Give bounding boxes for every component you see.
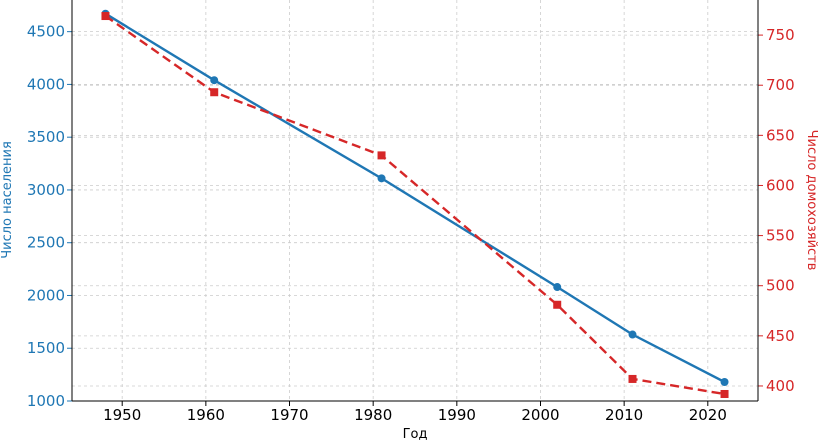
y-right-tick-label: 450 xyxy=(766,327,795,345)
y-axis-left-label: Число населения xyxy=(0,141,15,259)
tick-labels: 1950 1960 1970 1980 1990 2000 2010 2020 1000 1500… xyxy=(27,23,795,424)
x-tick-label: 1970 xyxy=(270,406,308,424)
data-point xyxy=(377,151,386,160)
x-tick-label: 1980 xyxy=(354,406,392,424)
y-right-tick-label: 500 xyxy=(766,277,795,295)
y-left-tick-label: 4500 xyxy=(27,23,65,41)
y-left-tick-label: 1000 xyxy=(27,392,65,410)
y-left-tick-label: 1500 xyxy=(27,339,65,357)
y-left-tick-label: 4000 xyxy=(27,75,65,93)
x-tick-label: 2010 xyxy=(605,406,643,424)
y-left-tick-label: 3500 xyxy=(27,128,65,146)
data-point xyxy=(101,12,110,21)
data-point xyxy=(720,389,729,398)
data-point xyxy=(553,300,562,309)
y-right-tick-label: 600 xyxy=(766,176,795,194)
grid xyxy=(72,0,758,402)
data-point xyxy=(210,88,219,97)
x-tick-label: 1990 xyxy=(438,406,476,424)
series-line-1 xyxy=(104,15,725,396)
data-point xyxy=(377,174,386,183)
axes xyxy=(67,0,763,406)
x-tick-label: 2020 xyxy=(689,406,727,424)
data-point xyxy=(628,374,637,383)
x-tick-label: 1960 xyxy=(187,406,225,424)
x-tick-label: 1950 xyxy=(103,406,141,424)
y-right-tick-label: 700 xyxy=(766,76,795,94)
series-group xyxy=(101,9,729,398)
x-axis-label: Год xyxy=(403,427,428,441)
y-right-tick-label: 750 xyxy=(766,26,795,44)
y-axis-right-label: Число домохозяйств xyxy=(804,130,818,271)
x-tick-label: 2000 xyxy=(521,406,559,424)
data-point xyxy=(628,330,637,339)
y-right-tick-label: 550 xyxy=(766,227,795,245)
y-left-tick-label: 2500 xyxy=(27,234,65,252)
data-point xyxy=(720,378,729,387)
y-right-tick-label: 400 xyxy=(766,377,795,395)
y-left-tick-label: 3000 xyxy=(27,181,65,199)
data-point xyxy=(553,283,562,292)
data-point xyxy=(210,76,219,85)
y-right-tick-label: 650 xyxy=(766,126,795,144)
series-line-0 xyxy=(104,12,726,384)
y-left-tick-label: 2000 xyxy=(27,286,65,304)
